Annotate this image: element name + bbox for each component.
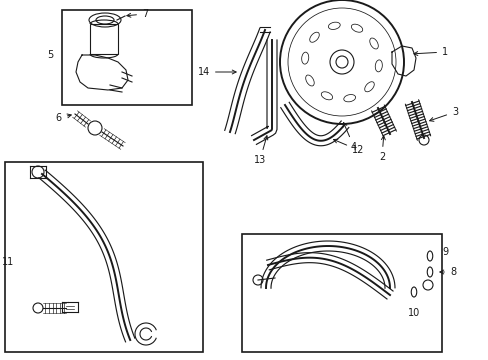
- Text: 6: 6: [56, 113, 71, 123]
- Text: 5: 5: [47, 50, 53, 60]
- Text: 13: 13: [253, 136, 267, 165]
- Text: 1: 1: [413, 47, 447, 57]
- Text: 12: 12: [333, 139, 364, 155]
- Text: 9: 9: [441, 247, 447, 257]
- Text: 4: 4: [343, 122, 356, 152]
- Ellipse shape: [305, 75, 314, 86]
- Ellipse shape: [328, 22, 340, 30]
- Text: 10: 10: [407, 308, 419, 318]
- Bar: [90, 24, 118, 54]
- Ellipse shape: [351, 24, 362, 32]
- Ellipse shape: [343, 95, 355, 102]
- Text: 14: 14: [197, 67, 236, 77]
- Bar: [62, 10, 192, 105]
- Text: 2: 2: [378, 136, 385, 162]
- Bar: [5, 162, 203, 352]
- Text: 8: 8: [439, 267, 455, 277]
- Bar: [242, 234, 441, 352]
- Ellipse shape: [309, 32, 319, 42]
- Text: 3: 3: [429, 107, 457, 121]
- Ellipse shape: [364, 82, 373, 92]
- Ellipse shape: [321, 92, 332, 100]
- Ellipse shape: [374, 60, 382, 72]
- Ellipse shape: [301, 52, 308, 64]
- Text: 7: 7: [126, 9, 148, 19]
- Text: 11: 11: [2, 257, 14, 267]
- Ellipse shape: [369, 38, 378, 49]
- Circle shape: [280, 0, 403, 124]
